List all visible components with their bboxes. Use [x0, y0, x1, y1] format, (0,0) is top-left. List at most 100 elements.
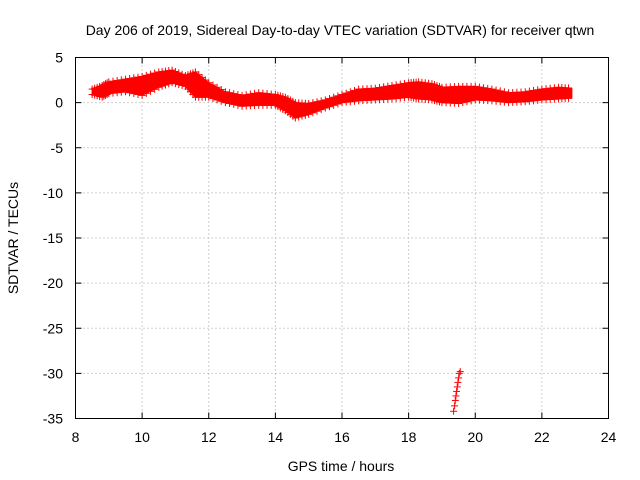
band-point — [226, 89, 234, 97]
band-point — [313, 107, 321, 115]
band-point — [295, 113, 303, 121]
band-point — [496, 87, 504, 95]
band-point — [396, 80, 404, 88]
chart-title: Day 206 of 2019, Sidereal Day-to-day VTE… — [86, 22, 595, 38]
outlier-point — [453, 387, 461, 395]
x-tick-label: 16 — [334, 429, 350, 445]
band-point — [217, 86, 225, 94]
band-point — [217, 97, 225, 105]
band-point — [334, 92, 342, 100]
band-point — [151, 85, 159, 93]
band-point — [534, 86, 542, 94]
y-tick-label: -10 — [43, 185, 63, 201]
band-point — [492, 86, 500, 94]
outlier-point — [455, 374, 463, 382]
band-point — [138, 91, 146, 99]
x-tick-label: 22 — [534, 429, 550, 445]
band-point — [388, 81, 396, 89]
band-point — [565, 84, 573, 92]
band-point — [109, 77, 117, 85]
band-point — [338, 91, 346, 99]
tick-labels: 8 10 12 14 16 18 20 22 24 5 0 -5 -10 -15 -20 -25 -30 -35 — [43, 50, 617, 446]
band-point — [134, 91, 142, 99]
band-point — [146, 70, 154, 78]
band-point — [113, 77, 121, 85]
band-point — [165, 80, 173, 88]
data-points — [88, 66, 573, 415]
band-point — [565, 94, 573, 102]
band-point — [178, 81, 186, 89]
band-point — [98, 81, 106, 89]
band-point — [375, 84, 383, 92]
y-tick-label: -15 — [43, 230, 63, 246]
band-point — [459, 99, 467, 107]
band-point — [151, 69, 159, 77]
band-point — [334, 100, 342, 108]
outlier-point — [451, 402, 459, 410]
band-point — [205, 79, 213, 87]
band-point — [455, 100, 463, 108]
band-point — [291, 114, 299, 122]
band-point — [330, 93, 338, 101]
band-point — [471, 82, 479, 90]
outlier-point — [452, 392, 460, 400]
band-point — [298, 112, 306, 120]
band-point — [480, 84, 488, 92]
band-point — [213, 83, 221, 91]
y-axis-label: SDTVAR / TECUs — [5, 182, 21, 294]
band-point — [171, 67, 179, 75]
band-point — [313, 98, 321, 106]
band-point — [326, 95, 334, 103]
x-tick-label: 14 — [268, 429, 284, 445]
band-point — [130, 90, 138, 98]
band-point — [103, 91, 111, 99]
band-point — [321, 96, 329, 104]
band-point — [530, 86, 538, 94]
outlier-point — [454, 378, 462, 386]
x-tick-label: 12 — [201, 429, 217, 445]
band-point — [230, 90, 238, 98]
band-point — [221, 99, 229, 107]
outlier-point — [451, 396, 459, 404]
band-point — [121, 88, 129, 96]
band-point — [309, 99, 317, 107]
band-point — [175, 69, 183, 77]
band-point — [209, 81, 217, 89]
x-tick-label: 10 — [134, 429, 150, 445]
y-tick-label: -30 — [43, 365, 63, 381]
band-point — [100, 81, 108, 89]
band-point — [221, 88, 229, 96]
y-tick-label: 5 — [55, 50, 63, 66]
band-point — [142, 71, 150, 79]
x-tick-label: 8 — [72, 429, 80, 445]
band-point — [234, 101, 242, 109]
outlier-point — [453, 383, 461, 391]
band-point — [155, 83, 163, 91]
band-point — [175, 81, 183, 89]
band-point — [463, 98, 471, 106]
band-point — [475, 83, 483, 91]
x-tick-label: 18 — [401, 429, 417, 445]
y-tick-label: -5 — [51, 140, 64, 156]
band-point — [171, 80, 179, 88]
band-point — [126, 89, 134, 97]
band-point — [105, 78, 113, 86]
band-point — [146, 87, 154, 95]
band-point — [101, 91, 109, 99]
band-point — [209, 95, 217, 103]
band-point — [251, 89, 259, 97]
band-point — [484, 84, 492, 92]
band-point — [126, 74, 134, 82]
band-point — [392, 81, 400, 89]
band-point — [321, 104, 329, 112]
band-point — [100, 92, 108, 100]
band-point — [213, 96, 221, 104]
axis-ticks — [75, 57, 609, 419]
band-point — [168, 66, 176, 74]
band-point — [301, 111, 309, 119]
band-point — [234, 91, 242, 99]
band-point — [525, 87, 533, 95]
y-tick-label: -25 — [43, 320, 63, 336]
band-point — [326, 103, 334, 111]
